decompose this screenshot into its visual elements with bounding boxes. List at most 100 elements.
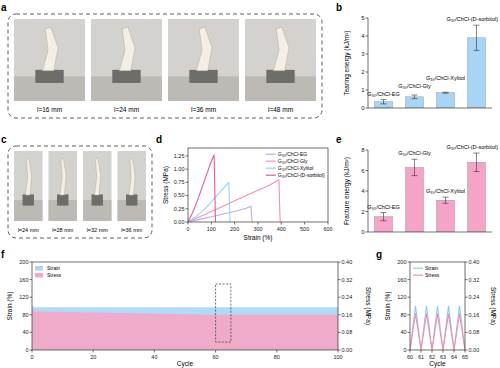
x-tick-label: 300 (253, 226, 262, 232)
legend-label: Strain (425, 265, 438, 271)
error-bar (474, 153, 480, 171)
legend: G₃₀/ChCl-EGG₃₀/ChCl-GlyG₃₀/ChCl-XylitolG… (266, 151, 325, 178)
panel-frame (8, 146, 152, 238)
y-tick-label: 80 (22, 312, 28, 318)
photo (14, 19, 85, 101)
x-tick-label: 63 (440, 354, 446, 360)
legend-swatch (35, 273, 43, 278)
clamp (92, 194, 103, 205)
photo-label: l=32 mm (87, 227, 109, 233)
plot-frame (188, 148, 328, 222)
y-tick-label: 0.24 (342, 294, 353, 300)
y-tick (408, 314, 411, 315)
category-label: G₃₀/ChCl-EG (367, 204, 399, 210)
error-cap (443, 93, 449, 94)
clamp (57, 194, 68, 205)
y-tick-label: 0 (361, 229, 365, 235)
y-tick (465, 262, 468, 263)
y-tick-label: 5 (361, 15, 365, 21)
panel-letter: c (1, 134, 7, 145)
y-tick (30, 262, 33, 263)
x-tick-label: 64 (451, 354, 457, 360)
error-cap (412, 98, 418, 99)
y-tick (30, 350, 33, 351)
clamp (35, 70, 63, 83)
photo (118, 151, 147, 221)
x-tick (32, 350, 33, 353)
error-bar (412, 95, 418, 99)
y-tick (465, 279, 468, 280)
y-tick (186, 169, 189, 170)
y-tick-label: 2 (361, 209, 365, 215)
x-tick (443, 350, 444, 353)
bar (406, 97, 424, 108)
y-tick-label: 80 (400, 312, 406, 318)
y-tick (366, 36, 369, 37)
y-tick (186, 195, 189, 196)
photo-label: l=48 mm (268, 106, 293, 113)
x-tick-label: 400 (277, 226, 286, 232)
y-tick (338, 297, 341, 298)
y-tick (465, 332, 468, 333)
line (188, 182, 230, 222)
error-bar (381, 100, 387, 104)
legend-swatch (266, 175, 276, 176)
y-tick-label: 6 (361, 168, 365, 174)
y-tick-label: 120 (397, 294, 406, 300)
panel-letter: d (156, 134, 162, 145)
y-tick-label: 40 (22, 329, 28, 335)
y-tick-label: 40 (400, 329, 406, 335)
photo-label: l=16 mm (37, 106, 62, 113)
y-axis-label: Fracture energy (kJ/m²) (343, 157, 351, 225)
error-cap (443, 203, 449, 204)
area (32, 308, 338, 350)
y-tick-label: 0 (403, 347, 406, 353)
photo-label: l=36 mm (121, 227, 143, 233)
x-tick (258, 222, 259, 225)
error-line (383, 100, 384, 104)
y-axis-label: Stress (MPa) (162, 166, 170, 204)
x-tick-label: 61 (418, 354, 424, 360)
error-line (414, 95, 415, 99)
category-label: G₃₀/ChCl-(D-sorbitol) (446, 144, 498, 150)
line (188, 180, 280, 222)
y-tick-label: 1 (361, 87, 365, 93)
x-tick-label: 600 (323, 226, 332, 232)
y-tick-label: 0.08 (342, 329, 353, 335)
plot-area (188, 155, 280, 222)
clamp (189, 70, 217, 83)
y-tick (30, 332, 33, 333)
clamp (126, 194, 137, 205)
x-tick (276, 350, 277, 353)
y-tick (30, 297, 33, 298)
y-tick (30, 314, 33, 315)
error-line (476, 153, 477, 171)
y-tick (366, 191, 369, 192)
legend-label: Stress (425, 272, 440, 278)
x-tick (465, 350, 466, 353)
error-line (414, 159, 415, 175)
y-tick (186, 208, 189, 209)
x-axis-label: Cycle (429, 360, 446, 368)
error-cap (412, 95, 418, 96)
line (188, 206, 252, 222)
photo (49, 151, 78, 221)
x-tick (215, 350, 216, 353)
y-tick (186, 222, 189, 223)
error-bar (412, 159, 418, 175)
y-tick-label: 0.32 (469, 277, 480, 283)
y-tick-label: 0.50 (174, 192, 185, 198)
legend: StrainStress (413, 265, 440, 278)
y2-axis-label: Stress (MPa) (489, 287, 497, 325)
y-tick-label: 2 (361, 69, 365, 75)
sample (60, 158, 66, 195)
error-line (445, 197, 446, 203)
error-bar (381, 213, 387, 221)
legend-swatch (266, 154, 276, 155)
sample (25, 158, 31, 195)
plot-area (32, 306, 338, 350)
y-tick-label: 120 (19, 294, 28, 300)
y-tick-label: 160 (397, 277, 406, 283)
clamp (266, 70, 294, 83)
x-axis-label: Strain (%) (244, 234, 273, 242)
